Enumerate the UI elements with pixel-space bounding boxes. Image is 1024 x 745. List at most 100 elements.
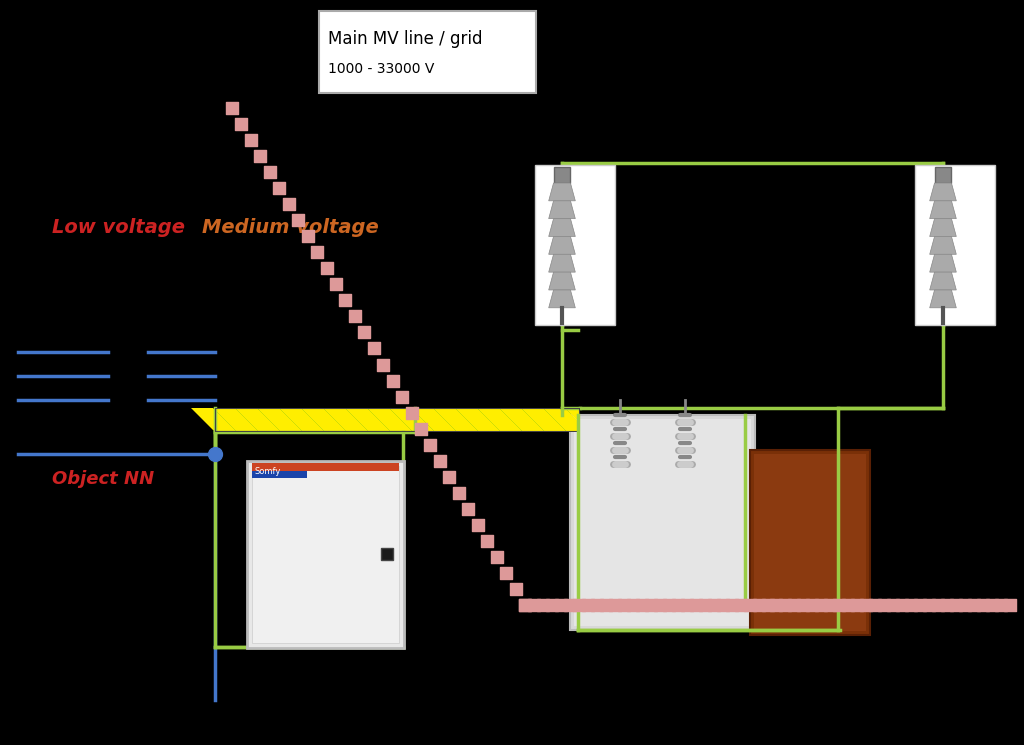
Text: Low voltage: Low voltage — [52, 218, 185, 237]
Polygon shape — [367, 408, 413, 432]
Polygon shape — [549, 272, 575, 290]
Point — [831, 599, 848, 611]
Polygon shape — [234, 408, 281, 432]
FancyBboxPatch shape — [319, 11, 536, 93]
Point — [488, 551, 505, 563]
Point — [804, 599, 820, 611]
Point — [589, 599, 605, 611]
Point — [432, 454, 449, 466]
Point — [912, 599, 929, 611]
Text: Main MV line / grid: Main MV line / grid — [328, 30, 482, 48]
Text: L1: L1 — [543, 24, 565, 42]
Point — [422, 439, 438, 451]
Polygon shape — [433, 408, 479, 432]
Point — [687, 599, 703, 611]
Polygon shape — [549, 218, 575, 236]
Polygon shape — [455, 408, 501, 432]
Point — [261, 166, 278, 178]
Point — [751, 599, 767, 611]
Polygon shape — [930, 218, 956, 236]
Polygon shape — [499, 408, 545, 432]
Point — [625, 599, 641, 611]
Point — [670, 599, 686, 611]
Point — [498, 567, 514, 579]
Polygon shape — [587, 408, 633, 432]
Polygon shape — [549, 201, 575, 218]
Point — [867, 599, 884, 611]
Point — [544, 599, 560, 611]
Polygon shape — [565, 408, 611, 432]
Point — [356, 326, 373, 338]
Text: Medium voltage: Medium voltage — [202, 218, 379, 237]
Polygon shape — [213, 408, 259, 432]
Point — [580, 599, 596, 611]
Point — [384, 375, 400, 387]
Point — [271, 183, 288, 194]
FancyBboxPatch shape — [247, 461, 404, 648]
Bar — [574, 419, 751, 626]
Polygon shape — [549, 290, 575, 308]
Point — [679, 599, 695, 611]
Bar — [252, 466, 307, 478]
Point — [479, 535, 496, 547]
Point — [975, 599, 991, 611]
Text: Object NN: Object NN — [52, 470, 155, 488]
Point — [413, 422, 429, 434]
Text: Somfy: Somfy — [254, 467, 281, 476]
Polygon shape — [521, 408, 567, 432]
Point — [786, 599, 803, 611]
Point — [337, 294, 353, 306]
Polygon shape — [411, 408, 457, 432]
Point — [760, 599, 776, 611]
Point — [660, 599, 677, 611]
Point — [885, 599, 901, 611]
Point — [903, 599, 920, 611]
Point — [894, 599, 910, 611]
Point — [309, 247, 326, 259]
Point — [366, 343, 382, 355]
Point — [224, 102, 241, 114]
Point — [984, 599, 1000, 611]
Polygon shape — [930, 290, 956, 308]
Point — [966, 599, 982, 611]
Point — [233, 118, 250, 130]
Point — [318, 262, 335, 274]
Polygon shape — [477, 408, 523, 432]
Point — [606, 599, 623, 611]
Polygon shape — [257, 408, 303, 432]
Polygon shape — [930, 183, 956, 201]
Point — [281, 198, 297, 210]
Point — [706, 599, 722, 611]
Bar — [750, 450, 870, 635]
Point — [741, 599, 758, 611]
Bar — [915, 165, 995, 325]
Point — [252, 150, 268, 162]
Point — [328, 279, 344, 291]
Text: L2: L2 — [543, 56, 565, 74]
Point — [535, 599, 551, 611]
Point — [956, 599, 973, 611]
Point — [822, 599, 839, 611]
Point — [243, 134, 259, 146]
Point — [598, 599, 614, 611]
Bar — [570, 415, 755, 630]
Point — [394, 390, 411, 402]
Point — [732, 599, 749, 611]
Polygon shape — [543, 408, 589, 432]
Point — [723, 599, 739, 611]
Point — [441, 471, 458, 483]
Polygon shape — [930, 254, 956, 272]
Bar — [754, 454, 866, 631]
Point — [642, 599, 658, 611]
Point — [525, 599, 542, 611]
Point — [858, 599, 874, 611]
Point — [651, 599, 668, 611]
Bar — [215, 408, 580, 432]
Polygon shape — [389, 408, 435, 432]
Bar — [535, 165, 615, 325]
Polygon shape — [279, 408, 325, 432]
Point — [696, 599, 713, 611]
Polygon shape — [930, 236, 956, 254]
Point — [840, 599, 856, 611]
Point — [768, 599, 784, 611]
